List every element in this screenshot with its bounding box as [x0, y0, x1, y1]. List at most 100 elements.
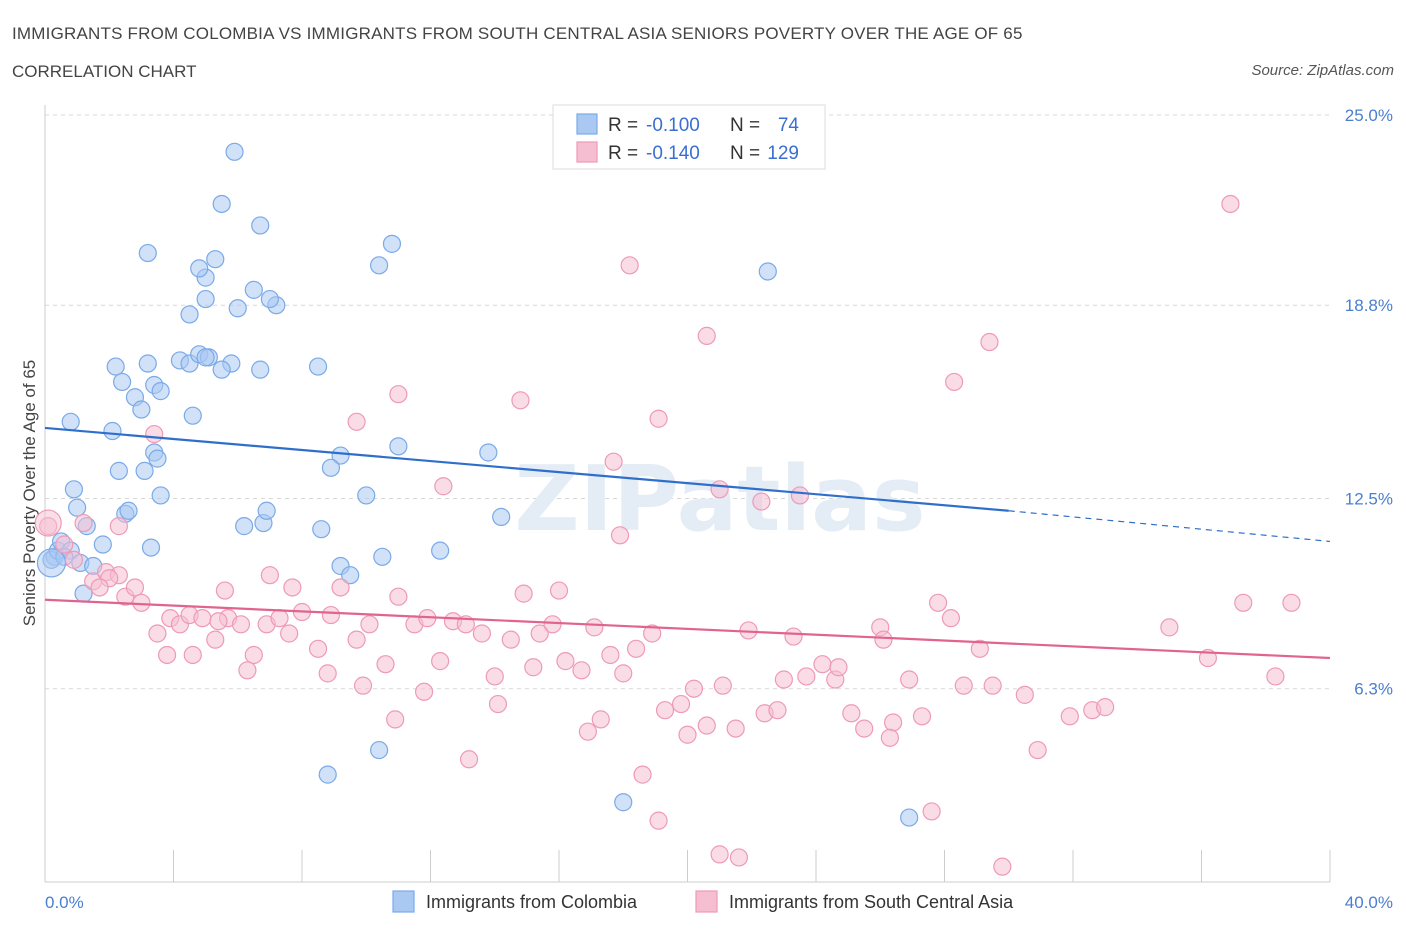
data-point [797, 667, 816, 686]
data-point [1015, 685, 1034, 704]
data-point [148, 449, 167, 468]
data-point [774, 670, 793, 689]
data-point [768, 701, 787, 720]
series-colombia-points [36, 142, 919, 827]
data-point [190, 259, 209, 278]
legend-r-label: R = [608, 143, 638, 164]
x-tick-label-max: 40.0% [1345, 893, 1393, 912]
y-axis-label: Seniors Poverty Over the Age of 65 [20, 360, 39, 626]
data-point [312, 520, 331, 539]
data-point [479, 443, 498, 462]
data-point [125, 578, 145, 597]
data-point [347, 412, 366, 431]
data-point [357, 486, 376, 505]
data-point [649, 811, 668, 830]
data-point [389, 587, 408, 606]
data-point [331, 578, 350, 597]
trend-line-extension-0 [1008, 510, 1331, 543]
data-point [954, 676, 973, 695]
data-point [784, 627, 803, 646]
data-point [74, 513, 93, 533]
data-point [649, 409, 668, 428]
data-point [36, 548, 67, 578]
data-point [945, 372, 964, 392]
data-point [710, 845, 729, 864]
x-tick-label-min: 0.0% [45, 893, 84, 912]
data-point [112, 372, 132, 392]
data-point [928, 593, 948, 612]
bottom-legend-label-0: Immigrants from Colombia [426, 892, 638, 912]
axes [44, 105, 1331, 883]
data-point [370, 740, 389, 760]
data-point [514, 584, 533, 603]
legend-r-label: R = [608, 115, 638, 136]
data-point [244, 645, 263, 665]
data-point [382, 234, 402, 253]
data-point [196, 348, 215, 367]
data-point [1096, 698, 1115, 717]
chart-subtitle: CORRELATION CHART [12, 62, 197, 81]
data-point [231, 615, 251, 634]
chart-title: IMMIGRANTS FROM COLOMBIA VS IMMIGRANTS F… [12, 24, 1023, 43]
data-point [103, 421, 122, 441]
data-point [148, 624, 167, 643]
data-point [678, 725, 697, 744]
data-point [228, 299, 247, 318]
data-point [626, 639, 646, 658]
data-point [993, 857, 1012, 876]
data-point [900, 808, 919, 827]
data-point [790, 486, 810, 505]
legend-n-value: 74 [778, 115, 800, 136]
data-point [183, 406, 202, 425]
data-point [373, 547, 392, 566]
data-point [225, 142, 244, 161]
data-point [530, 624, 549, 643]
data-point [321, 458, 341, 477]
data-point [251, 360, 270, 379]
data-point [132, 400, 151, 419]
data-point [270, 609, 289, 628]
data-point [386, 710, 405, 729]
data-point [874, 630, 893, 649]
data-point [157, 645, 177, 665]
data-point [1160, 618, 1179, 637]
data-point [684, 679, 704, 698]
data-point [1060, 707, 1079, 726]
data-point [511, 391, 530, 410]
data-point [643, 624, 662, 643]
data-point [492, 507, 511, 527]
data-point [141, 538, 161, 557]
data-point [524, 658, 543, 677]
data-point [752, 492, 771, 511]
data-point [655, 701, 675, 720]
legend-swatch-1 [576, 141, 598, 163]
data-point [106, 357, 125, 376]
data-point [318, 664, 337, 683]
data-point [604, 452, 623, 471]
data-point [488, 694, 508, 714]
legend-n-label: N = [730, 115, 760, 136]
data-point [251, 216, 270, 235]
data-point [206, 250, 225, 269]
data-point [614, 793, 633, 812]
data-point [697, 716, 716, 735]
data-point [880, 728, 899, 747]
data-point [610, 526, 630, 545]
data-point [34, 509, 62, 537]
data-point [472, 624, 491, 643]
data-point [633, 765, 652, 784]
data-point [370, 256, 389, 275]
data-point [431, 652, 450, 671]
data-point [1266, 667, 1285, 686]
data-point [434, 477, 453, 496]
data-point [90, 578, 109, 597]
data-point [601, 645, 620, 665]
data-point [135, 461, 154, 480]
data-point [353, 676, 373, 695]
data-point [318, 765, 337, 784]
grid-lines [45, 114, 1330, 690]
data-point [543, 615, 562, 634]
data-point [572, 661, 591, 680]
data-point [813, 655, 832, 674]
data-point [138, 243, 157, 263]
